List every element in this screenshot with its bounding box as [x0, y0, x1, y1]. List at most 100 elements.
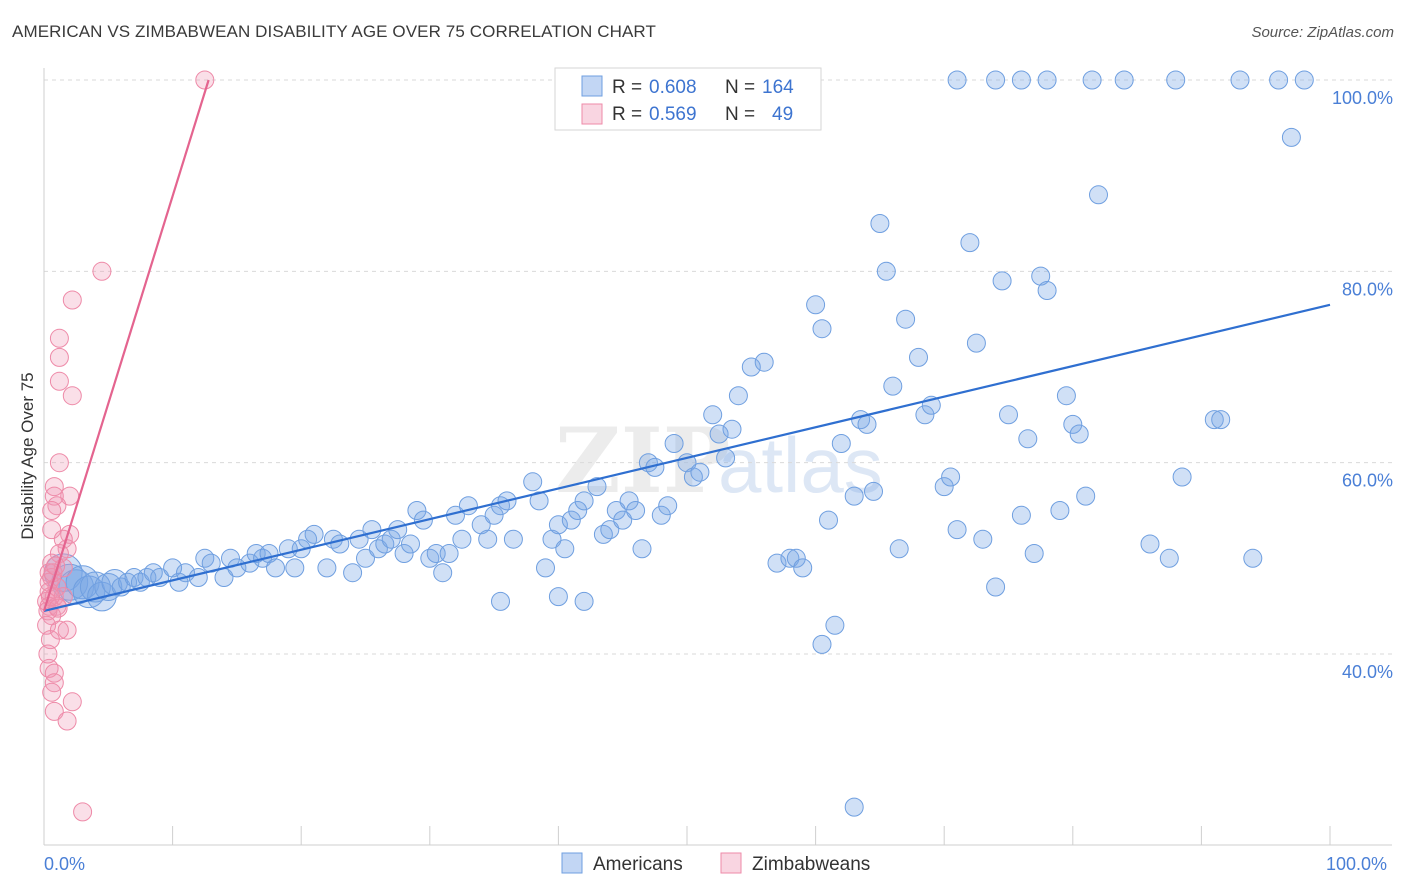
americans-point-143 [1294, 70, 1314, 90]
americans-point-136 [1140, 534, 1160, 554]
americans-point-66 [542, 529, 562, 549]
zimbabweans-point-32 [37, 615, 57, 635]
zimbabweans-point-4 [49, 347, 69, 367]
legend-n-value-americans: 164 [762, 77, 794, 98]
americans-point-146 [947, 70, 967, 90]
americans-point-142 [1281, 127, 1301, 147]
americans-point-116 [941, 467, 961, 487]
zimbabweans-point-34 [57, 620, 77, 640]
zimbabweans-point-39 [42, 682, 62, 702]
americans-point-57 [471, 515, 491, 535]
americans-point-150 [1114, 70, 1134, 90]
americans-point-95 [767, 553, 787, 573]
americans-point-151 [1166, 70, 1186, 90]
americans-point-69 [561, 510, 581, 530]
americans-point-115 [934, 477, 954, 497]
americans-point-129 [1050, 501, 1070, 520]
zimbabweans-point-42 [62, 692, 82, 712]
americans-point-140 [1211, 410, 1231, 430]
americans-point-79 [632, 539, 652, 559]
americans-point-106 [864, 481, 883, 501]
americans-point-34 [304, 524, 324, 544]
americans-point-88 [703, 405, 723, 425]
americans-point-53 [439, 544, 459, 563]
americans-point-155 [574, 591, 594, 611]
americans-point-84 [664, 434, 684, 453]
zimbabweans-points [37, 70, 215, 822]
americans-point-149 [1037, 70, 1057, 90]
americans-point-16 [163, 558, 183, 578]
zimbabweans-point-44 [38, 644, 58, 664]
americans-point-109 [883, 376, 903, 396]
watermark: ZIP atlas [555, 408, 883, 514]
legend-r-label-americans: R = [612, 77, 642, 98]
americans-point-139 [1204, 410, 1224, 430]
americans-point-52 [433, 563, 453, 583]
americans-point-101 [819, 510, 838, 530]
americans-point-111 [896, 309, 916, 329]
zimbabweans-point-5 [49, 371, 69, 391]
americans-point-144 [1269, 70, 1289, 90]
americans-point-152 [825, 615, 845, 635]
americans-point-120 [973, 529, 993, 549]
americans-point-119 [966, 333, 986, 353]
americans-point-153 [812, 634, 832, 654]
americans-point-124 [1011, 505, 1031, 525]
x-ticks [43, 826, 1331, 845]
americans-point-83 [658, 496, 678, 516]
americans-point-89 [709, 424, 729, 444]
americans-point-98 [793, 558, 813, 578]
americans-point-135 [1089, 185, 1108, 205]
legend-r-value-zimbabweans: 0.569 [649, 104, 697, 125]
americans-trend-line [43, 303, 1331, 613]
zimbabweans-point-6 [62, 386, 82, 406]
americans-point-157 [548, 587, 568, 607]
correlation-legend: R = 0.608 N = 164 R = 0.569 N = 49 [554, 67, 822, 131]
americans-point-65 [536, 558, 555, 578]
americans-point-110 [889, 539, 909, 559]
zimbabweans-point-0 [195, 70, 215, 90]
americans-point-35 [317, 558, 337, 578]
americans-point-156 [491, 591, 510, 611]
americans-point-63 [523, 472, 543, 492]
americans-point-77 [619, 491, 639, 511]
americans-point-97 [786, 548, 806, 568]
americans-point-45 [388, 520, 408, 540]
americans-point-125 [1018, 429, 1038, 449]
americans-point-113 [915, 405, 935, 425]
americans-point-100 [812, 319, 832, 339]
y-tick-label-80: 80.0% [1342, 279, 1393, 299]
americans-point-133 [1076, 486, 1096, 506]
americans-point-130 [1056, 386, 1076, 406]
y-axis-title: Disability Age Over 75 [18, 372, 37, 539]
americans-point-117 [947, 520, 967, 540]
legend-n-label-americans: N = [725, 77, 755, 98]
legend-r-label-zimbabweans: R = [612, 104, 642, 125]
americans-point-41 [362, 520, 382, 540]
watermark-atlas: atlas [718, 421, 883, 509]
americans-point-92 [728, 386, 748, 406]
americans-point-134 [1082, 70, 1102, 90]
americans-point-121 [986, 577, 1006, 597]
americans-point-141 [1243, 548, 1263, 568]
americans-point-122 [992, 271, 1012, 291]
zimbabweans-point-7 [49, 453, 69, 473]
americans-point-91 [722, 419, 742, 439]
americans-point-102 [831, 434, 851, 453]
americans-point-55 [452, 529, 472, 549]
americans-point-72 [587, 477, 607, 497]
americans-point-126 [1024, 544, 1044, 563]
americans-point-40 [356, 548, 375, 568]
americans-point-70 [568, 501, 588, 520]
americans-point-118 [960, 233, 980, 253]
americans-point-107 [870, 214, 890, 233]
zimbabweans-trend-line [42, 79, 210, 612]
americans-point-90 [716, 448, 736, 468]
zimbabweans-point-41 [57, 711, 77, 731]
chart-source: Source: ZipAtlas.com [1251, 24, 1394, 41]
zimbabweans-point-3 [49, 328, 69, 348]
zimbabweans-point-35 [40, 630, 60, 650]
bottom-legend-label-americans: Americans [593, 854, 683, 875]
series-legend: Americans Zimbabweans [561, 852, 870, 875]
